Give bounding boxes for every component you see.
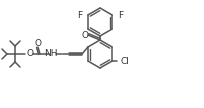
Text: F: F xyxy=(118,10,123,20)
Text: O: O xyxy=(81,30,88,40)
Text: Cl: Cl xyxy=(120,56,128,65)
Text: F: F xyxy=(76,10,81,20)
Text: O: O xyxy=(26,49,33,59)
Text: NH: NH xyxy=(44,49,58,59)
Text: O: O xyxy=(34,38,41,48)
